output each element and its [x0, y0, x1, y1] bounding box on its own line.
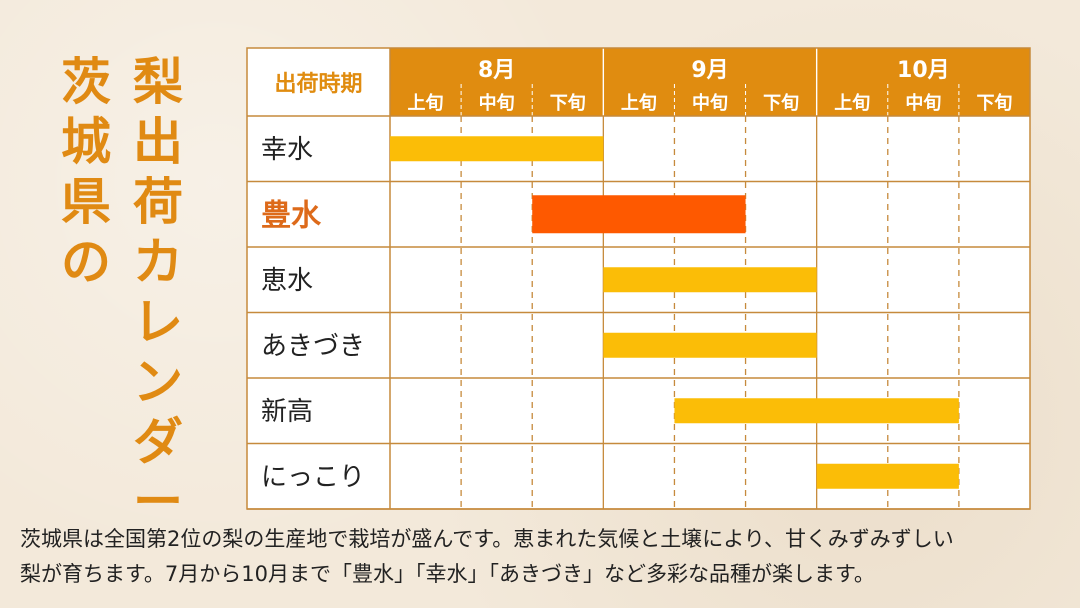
title-char: 茨	[61, 53, 111, 111]
shipping-bar-新高	[674, 398, 959, 424]
shipping-bar-幸水	[390, 136, 604, 162]
description-line-2: 梨が育ちます。7月から10月まで「豊水」「幸水」「あきづき」など多彩な品種が楽し…	[20, 562, 875, 586]
shipping-bar-にっこり	[816, 463, 959, 489]
variety-name: にっこり	[261, 462, 365, 492]
period-label: 上旬	[408, 92, 444, 114]
title-char: ー	[133, 473, 183, 531]
shipping-bar-恵水	[603, 267, 817, 293]
title-char: 梨	[133, 53, 183, 111]
description: 茨城県は全国第2位の梨の生産地で栽培が盛んです。恵まれた気候と土壌により、甘くみ…	[20, 522, 1070, 592]
period-label: 下旬	[763, 92, 799, 114]
variety-name: あきづき	[261, 331, 365, 361]
period-label: 下旬	[550, 92, 586, 114]
title-char: の	[61, 233, 111, 291]
period-label: 中旬	[479, 92, 515, 114]
month-label: 10月	[897, 58, 950, 83]
period-label: 中旬	[905, 92, 941, 114]
title-line-2: 梨出荷カレンダー	[127, 52, 189, 532]
variety-name: 新高	[261, 397, 313, 427]
title-char: ダ	[133, 413, 183, 471]
title-char: 荷	[133, 173, 183, 231]
period-label: 中旬	[692, 92, 728, 114]
period-label: 下旬	[976, 92, 1012, 114]
month-label: 9月	[691, 58, 728, 83]
variety-name: 豊水	[261, 198, 322, 233]
title-char: ン	[133, 353, 183, 411]
title-char: 城	[61, 113, 111, 171]
title-char: カ	[133, 233, 183, 291]
calendar-border	[246, 47, 1031, 510]
title-line-1: 茨城県の	[55, 52, 117, 292]
shipping-bar-豊水	[532, 195, 746, 234]
variety-name: 恵水	[261, 266, 313, 296]
period-label: 上旬	[834, 92, 870, 114]
shipping-bar-あきづき	[603, 332, 817, 358]
month-label: 8月	[478, 58, 515, 83]
title-char: 出	[133, 113, 183, 171]
corner-label: 出荷時期	[274, 72, 362, 97]
variety-name: 幸水	[261, 135, 313, 165]
header-bg	[390, 48, 1030, 116]
description-line-1: 茨城県は全国第2位の梨の生産地で栽培が盛んです。恵まれた気候と土壌により、甘くみ…	[20, 527, 954, 551]
title-char: レ	[133, 293, 183, 351]
period-label: 上旬	[621, 92, 657, 114]
title-char: 県	[61, 173, 111, 231]
